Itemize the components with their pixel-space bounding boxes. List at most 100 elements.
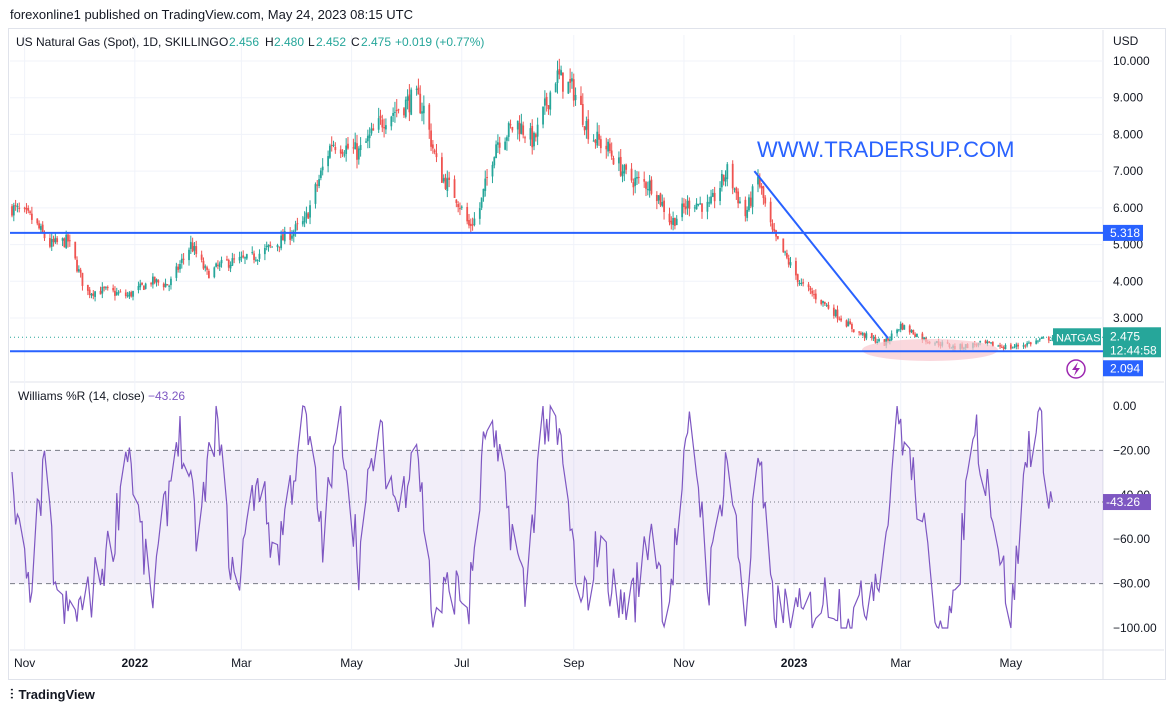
candle-body [137, 286, 140, 291]
candle-body [636, 176, 638, 179]
candle-body [130, 291, 133, 297]
time-tick-label: 2023 [781, 656, 808, 670]
candle-body [86, 284, 89, 291]
candle-body [390, 116, 393, 127]
candle-body [1015, 344, 1018, 347]
candle-body [428, 104, 431, 130]
candle-body [760, 186, 763, 189]
candle-body [372, 128, 375, 131]
candle-body [433, 150, 436, 153]
candle-body [88, 289, 91, 295]
candle-body [572, 79, 575, 101]
candle-body [329, 145, 331, 158]
williams-axis: 0.00−20.00−40.00−60.00−80.00−100.00 [1113, 399, 1157, 635]
candle-body [254, 259, 257, 261]
candle-body [162, 283, 165, 288]
candle-body [188, 249, 190, 261]
currency-label: USD [1113, 34, 1139, 48]
candle-body [339, 149, 342, 154]
candle-body [168, 285, 171, 287]
candle-body [1017, 344, 1020, 347]
williams-tick-label: −100.00 [1113, 621, 1157, 635]
time-tick-label: Sep [563, 656, 585, 670]
candle-body [813, 294, 815, 296]
candle-body [263, 247, 266, 255]
candle-body [321, 166, 324, 171]
candle-body [258, 253, 261, 259]
candle-body [1040, 337, 1043, 339]
time-tick-label: 2022 [121, 656, 148, 670]
candle-body [81, 272, 84, 286]
candle-body [645, 182, 647, 189]
williams-tick-label: −60.00 [1113, 532, 1150, 546]
footer-brand[interactable]: ⫶ TradingView [10, 686, 95, 703]
candle-body [820, 300, 823, 304]
candle-body [200, 254, 203, 260]
candle-body [657, 195, 660, 201]
candle-body [453, 179, 456, 198]
candle-body [764, 197, 767, 204]
candle-body [471, 224, 474, 226]
candle-body [14, 205, 17, 207]
symbol-tag-label: NATGAS [1056, 332, 1100, 344]
candle-body [231, 258, 234, 266]
time-tick-label: May [340, 656, 363, 670]
lightning-icon[interactable] [1066, 359, 1086, 379]
candle-body [229, 264, 232, 269]
candle-body [751, 186, 754, 208]
support-zone-highlight [862, 339, 998, 361]
candle-body [278, 246, 281, 248]
candle-body [1028, 342, 1030, 344]
candle-body [872, 337, 875, 339]
candle-body [99, 290, 102, 295]
candle-body [800, 282, 803, 284]
candle-body [67, 234, 69, 242]
candle-body [180, 258, 183, 263]
candle-body [265, 246, 268, 248]
candle-body [253, 253, 255, 260]
last-price-value: 2.475 [1110, 329, 1140, 343]
candle-body [417, 87, 420, 95]
candle-body [182, 258, 185, 260]
candle-body [493, 157, 496, 166]
symbol-title: US Natural Gas (Spot), 1D, SKILLING [16, 35, 219, 49]
candle-body [684, 206, 687, 210]
candle-body [861, 332, 864, 335]
candle-body [506, 137, 508, 141]
symbol-tag: NATGAS [1053, 328, 1101, 346]
candle-body [802, 282, 805, 284]
chart-frame [8, 28, 1166, 680]
candle-body [708, 202, 711, 204]
candle-body [327, 156, 330, 167]
candle-body [421, 111, 423, 114]
candle-body [330, 145, 333, 147]
candle-body [486, 177, 488, 179]
candle-body [191, 242, 194, 252]
candle-body [650, 179, 653, 194]
candle-body [988, 341, 991, 343]
candle-body [832, 307, 835, 316]
candle-body [744, 199, 747, 217]
price-tick-label: 6.000 [1113, 201, 1143, 215]
candle-body [574, 94, 577, 101]
candle-body [365, 141, 367, 143]
candle-body [1013, 346, 1016, 348]
candle-body [226, 259, 228, 261]
candle-body [124, 292, 127, 297]
candle-body [1026, 343, 1029, 346]
candle-body [11, 206, 13, 216]
candle-body [106, 287, 109, 289]
trendline[interactable] [753, 170, 889, 339]
candle-body [637, 176, 640, 178]
candle-body [179, 263, 181, 270]
candle-body [910, 330, 913, 333]
candle-body [860, 332, 862, 335]
candle-body [735, 187, 738, 194]
candle-body [139, 283, 142, 288]
price-pane[interactable] [10, 35, 1103, 379]
candle-body [495, 144, 497, 159]
tradingview-logo-icon: ⫶ [10, 686, 13, 702]
candle-body [215, 263, 218, 267]
candle-body [482, 188, 485, 198]
